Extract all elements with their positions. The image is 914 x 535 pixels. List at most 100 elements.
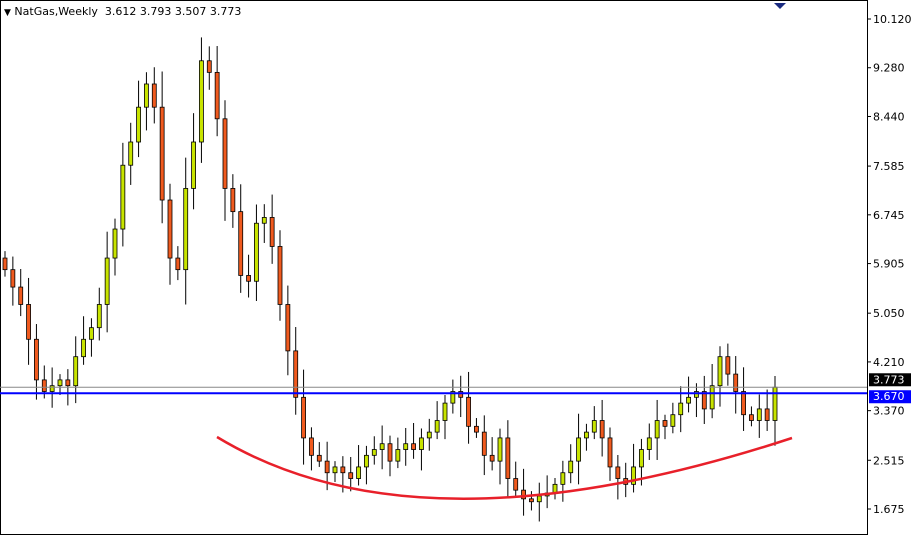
candle-bull [89, 327, 94, 340]
candle-bear [269, 217, 275, 247]
candle-bull [183, 188, 189, 271]
triangle-down-icon[interactable]: ▼ [4, 8, 11, 18]
candle-bear [348, 472, 354, 479]
candle-bull [254, 222, 259, 282]
candle-bull [591, 420, 597, 433]
candles [2, 37, 778, 522]
candle-bull [371, 449, 377, 456]
candle-bear [293, 350, 299, 398]
candle-bear [167, 199, 173, 259]
candle-bear [214, 71, 220, 120]
candle-bear [411, 443, 416, 450]
candle-bull [709, 385, 715, 410]
candle-bear [474, 425, 479, 433]
candle-bear [741, 391, 746, 416]
y-tick-label: 7.585 [873, 160, 905, 173]
candle-bear [285, 304, 291, 352]
candle-bull [112, 228, 118, 259]
candle-bear [206, 60, 212, 73]
y-tick-label: 1.675 [873, 503, 905, 516]
candle-bear [662, 420, 668, 427]
candle-bear [41, 379, 47, 392]
candle-bull [104, 257, 110, 305]
candle-bull [639, 449, 644, 468]
candle-bear [466, 396, 471, 427]
candle-bear [513, 478, 519, 491]
candle-bear [489, 454, 495, 462]
candle-bull [96, 304, 102, 329]
candle-bear [458, 391, 464, 398]
candle-bull [356, 466, 361, 479]
candle-bull [670, 414, 676, 427]
candle-bear [615, 466, 621, 479]
candle-bull [442, 402, 448, 421]
candle-bear [764, 408, 770, 421]
y-tick-label: 5.050 [873, 307, 905, 320]
ohlc-high: 3.793 [139, 5, 172, 18]
candle-bull [379, 443, 385, 450]
candle-bull [120, 164, 126, 230]
candle-bear [481, 431, 487, 456]
candle-bear [316, 454, 322, 462]
candle-bear [387, 443, 393, 462]
candle-bull [73, 356, 79, 387]
y-tick-label: 6.745 [873, 209, 905, 222]
horizontal-line-label-bg [869, 390, 911, 404]
candle-bull [756, 408, 762, 421]
y-tick-label: 8.440 [873, 110, 905, 123]
candle-bear [324, 460, 330, 474]
candle-bull [450, 391, 456, 404]
candle-bear [2, 257, 8, 271]
symbol-timeframe: NatGas,Weekly [14, 5, 98, 18]
candle-bear [18, 286, 24, 305]
chart-header: ▼ NatGas,Weekly 3.612 3.793 3.507 3.773 [4, 5, 241, 18]
current-price-label: 3.773 [873, 373, 905, 386]
candle-bull [576, 437, 581, 462]
candle-bull [144, 83, 149, 108]
candle-bull [191, 141, 196, 189]
price-axis: 10.120 9.280 8.440 7.585 6.745 5.905 5.050 4.21… [867, 13, 912, 516]
candle-bull [403, 443, 409, 450]
candle-bear [222, 118, 228, 189]
candle-bear [151, 83, 157, 108]
candle-bull [584, 431, 589, 439]
candle-bear [65, 379, 71, 387]
shift-marker-icon[interactable] [774, 3, 786, 9]
candle-bull [128, 141, 134, 166]
candle-bear [725, 356, 731, 375]
candle-bear [246, 275, 251, 282]
ohlc-open: 3.612 [104, 5, 137, 18]
y-tick-label: 9.280 [873, 62, 905, 75]
candle-bull [686, 396, 691, 404]
ohlc-low: 3.507 [174, 5, 207, 18]
candle-bear [34, 338, 39, 381]
candle-bear [10, 269, 16, 288]
candle-bull [434, 420, 440, 433]
candle-bear [309, 437, 314, 456]
candle-bear [238, 211, 244, 276]
candle-bull [646, 437, 652, 450]
candle-bull [395, 449, 401, 462]
candle-bull [364, 454, 369, 468]
candle-bear [26, 304, 31, 340]
candle-bear [277, 246, 283, 305]
rounding-bottom-arc[interactable] [216, 435, 793, 500]
candle-bull [199, 60, 204, 143]
y-tick-label: 10.120 [873, 13, 912, 26]
candle-bear [529, 498, 534, 503]
candle-bull [560, 472, 566, 485]
candle-bull [426, 431, 432, 439]
candle-bear [521, 489, 526, 500]
candle-bull [678, 402, 684, 416]
candle-bear [733, 373, 739, 392]
candle-bull [536, 495, 542, 503]
candle-bear [701, 391, 707, 410]
candle-bear [505, 437, 511, 479]
candle-bear [599, 420, 605, 439]
current-price-label-bg [869, 373, 911, 387]
candle-bear [175, 257, 181, 271]
candle-bear [607, 437, 613, 468]
y-tick-label: 3.370 [873, 405, 905, 418]
candle-bear [301, 396, 306, 439]
